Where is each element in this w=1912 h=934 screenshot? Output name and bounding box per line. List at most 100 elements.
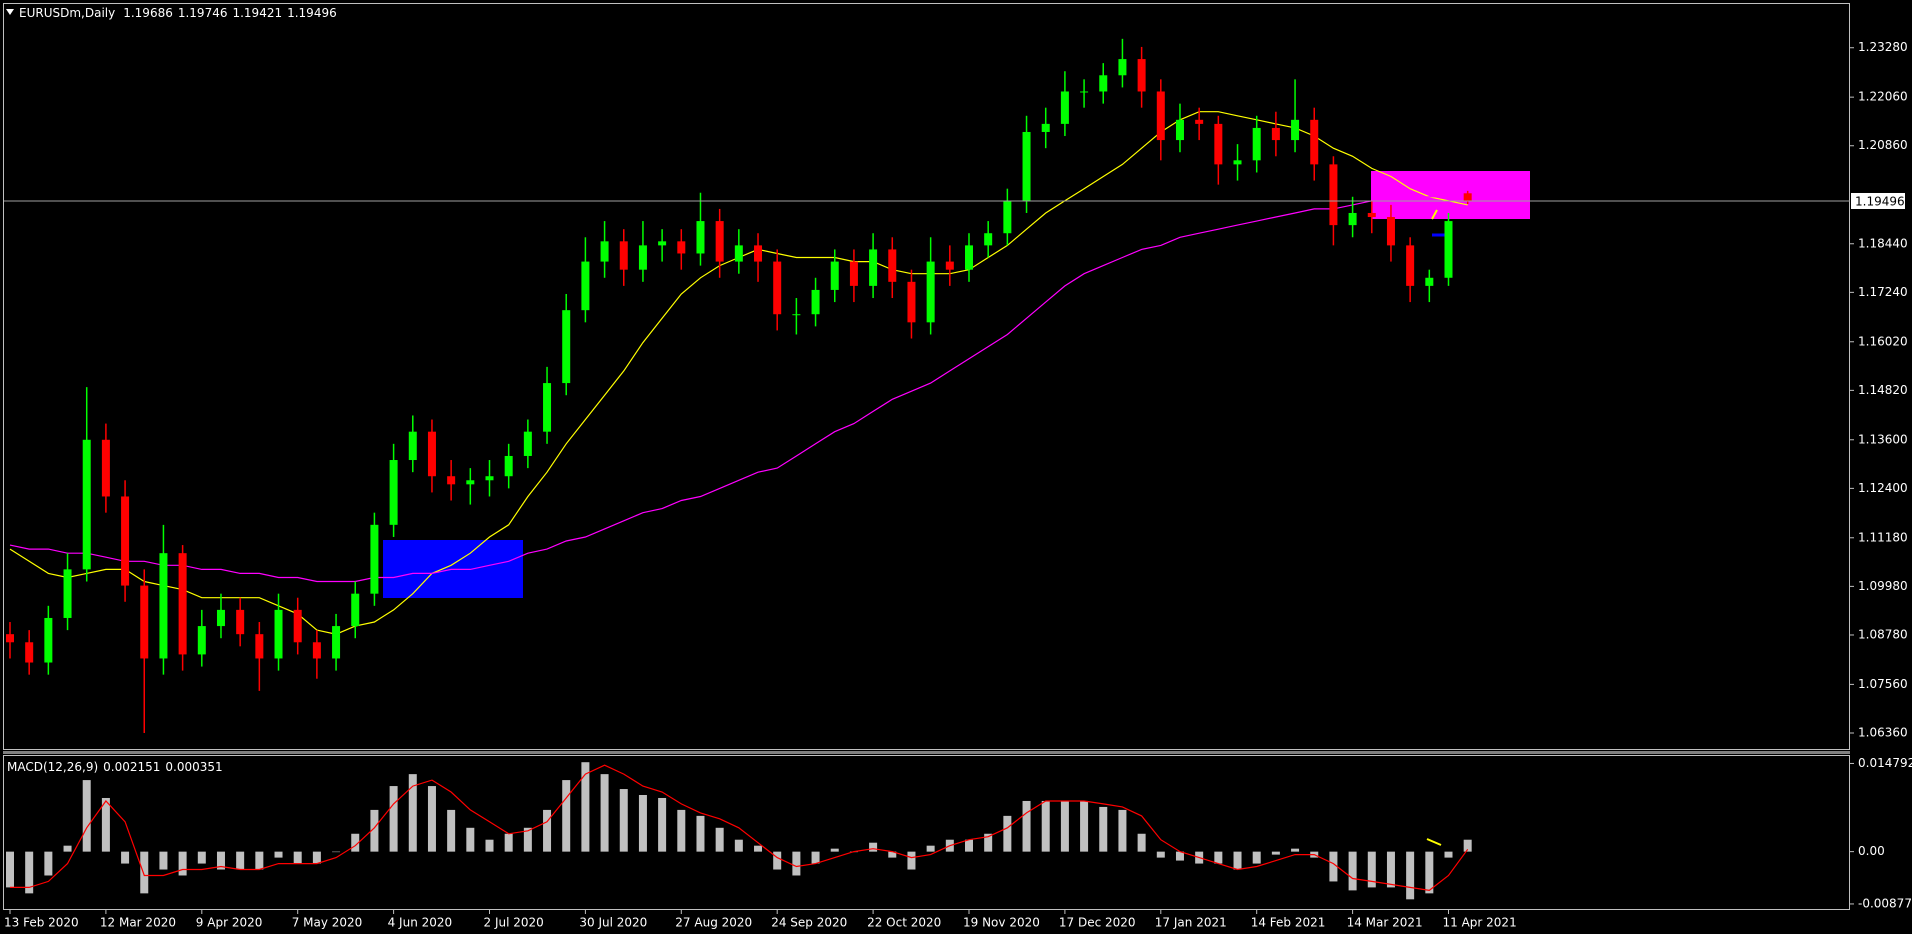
macd-bar [466,827,475,852]
macd-bar [715,827,724,852]
y-tick-label: 0.014792 [1858,756,1912,770]
candle-body [255,634,264,659]
macd-bar [638,795,647,852]
candle-body [1329,164,1338,226]
drawn-arrow[interactable] [1431,209,1438,220]
macd-bar [600,774,609,852]
candle-body [830,261,839,290]
candle-body [907,281,916,323]
candle-body [1310,119,1319,165]
candle-body [351,593,360,627]
candle-body [140,585,149,659]
macd-signal: 0.000351 [165,760,222,774]
macd-bar [619,789,628,852]
macd-bar [773,851,782,870]
x-tick-label: 4 Jun 2020 [388,916,453,930]
candle-body [1099,75,1108,92]
macd-bar [1252,851,1261,864]
macd-bar [1041,800,1050,852]
last-price-box [1851,192,1905,209]
macd-bar [44,851,53,876]
macd-bar [197,851,206,864]
candle-body [600,241,609,262]
menu-triangle[interactable] [6,9,14,15]
candle-body [6,634,14,643]
x-tick-label: 14 Feb 2021 [1251,916,1326,930]
candle-body [1137,59,1146,92]
x-tick-label: 24 Sep 2020 [771,916,847,930]
candle-body [715,221,724,262]
x-tick-label: 17 Dec 2020 [1059,916,1136,930]
candle-body [734,245,743,262]
macd-bar [1463,839,1472,852]
macd-bar [1271,851,1280,855]
x-tick-label: 11 Apr 2021 [1443,916,1517,930]
y-tick-label: 0.00 [1858,844,1885,858]
macd-bar [658,797,667,852]
macd-bar [485,839,494,852]
candle-body [1175,119,1184,141]
macd-bar [926,845,935,852]
ohlc-close: 1.19496 [287,6,337,20]
macd-bar [907,851,916,870]
panel-separator [3,751,1850,754]
y-tick-label: 1.06360 [1858,725,1908,739]
candle-body [926,261,935,323]
y-tick-label: 1.18440 [1858,236,1908,250]
macd-bar [255,851,264,870]
candle-body [543,383,552,432]
candle-body [1156,91,1165,141]
macd-bar [1003,815,1012,852]
macd-bar [1233,851,1242,870]
macd-bar [562,780,571,852]
macd-bar [236,851,245,870]
macd-bar [351,833,360,852]
candle-body [888,249,897,282]
x-tick-label: 19 Nov 2020 [963,916,1040,930]
macd-bar [1386,851,1395,888]
x-tick-label: 2 Jul 2020 [484,916,544,930]
y-tick-label: 1.16020 [1858,334,1908,348]
macd-bar [792,851,801,876]
macd-bar [543,809,552,852]
macd-bar [1425,851,1434,894]
candle-body [1271,127,1280,141]
candle-body [638,245,647,270]
macd-bar [1406,851,1415,900]
x-tick-label: 12 Mar 2020 [100,916,176,930]
drawn-rectangle[interactable] [1371,171,1530,219]
macd-main: 0.002151 [103,760,160,774]
macd-bar [6,851,14,888]
macd-bar [159,851,168,870]
ohlc-low: 1.19421 [232,6,282,20]
macd-bar [965,839,973,852]
y-tick-label: -0.008775 [1858,896,1912,910]
macd-bar [1444,851,1453,858]
candle-body [1233,160,1242,165]
candle-body [581,261,590,311]
macd-bar [754,845,763,852]
price-panel-frame [3,3,1850,750]
macd-bar [25,851,34,894]
macd-bar [1291,848,1300,852]
candle-body [293,609,302,643]
candle-body [236,609,245,635]
macd-bar [734,839,743,852]
candle-body [945,261,954,270]
candle-body [389,460,398,525]
macd-bar [888,851,897,858]
macd-bar [1329,851,1338,882]
candle-body [332,626,341,659]
candle-body [197,626,206,655]
candle-body [619,241,628,270]
macd-bar [1099,806,1108,852]
macd-bar [581,762,590,852]
candle-body [466,480,475,485]
macd-bar [63,845,72,852]
macd-bar [1156,851,1165,858]
candle-body [1252,127,1261,161]
drawn-line[interactable] [1426,838,1442,846]
macd-bar [178,851,187,876]
candle-body [447,476,456,485]
x-tick-label: 17 Jan 2021 [1155,916,1227,930]
